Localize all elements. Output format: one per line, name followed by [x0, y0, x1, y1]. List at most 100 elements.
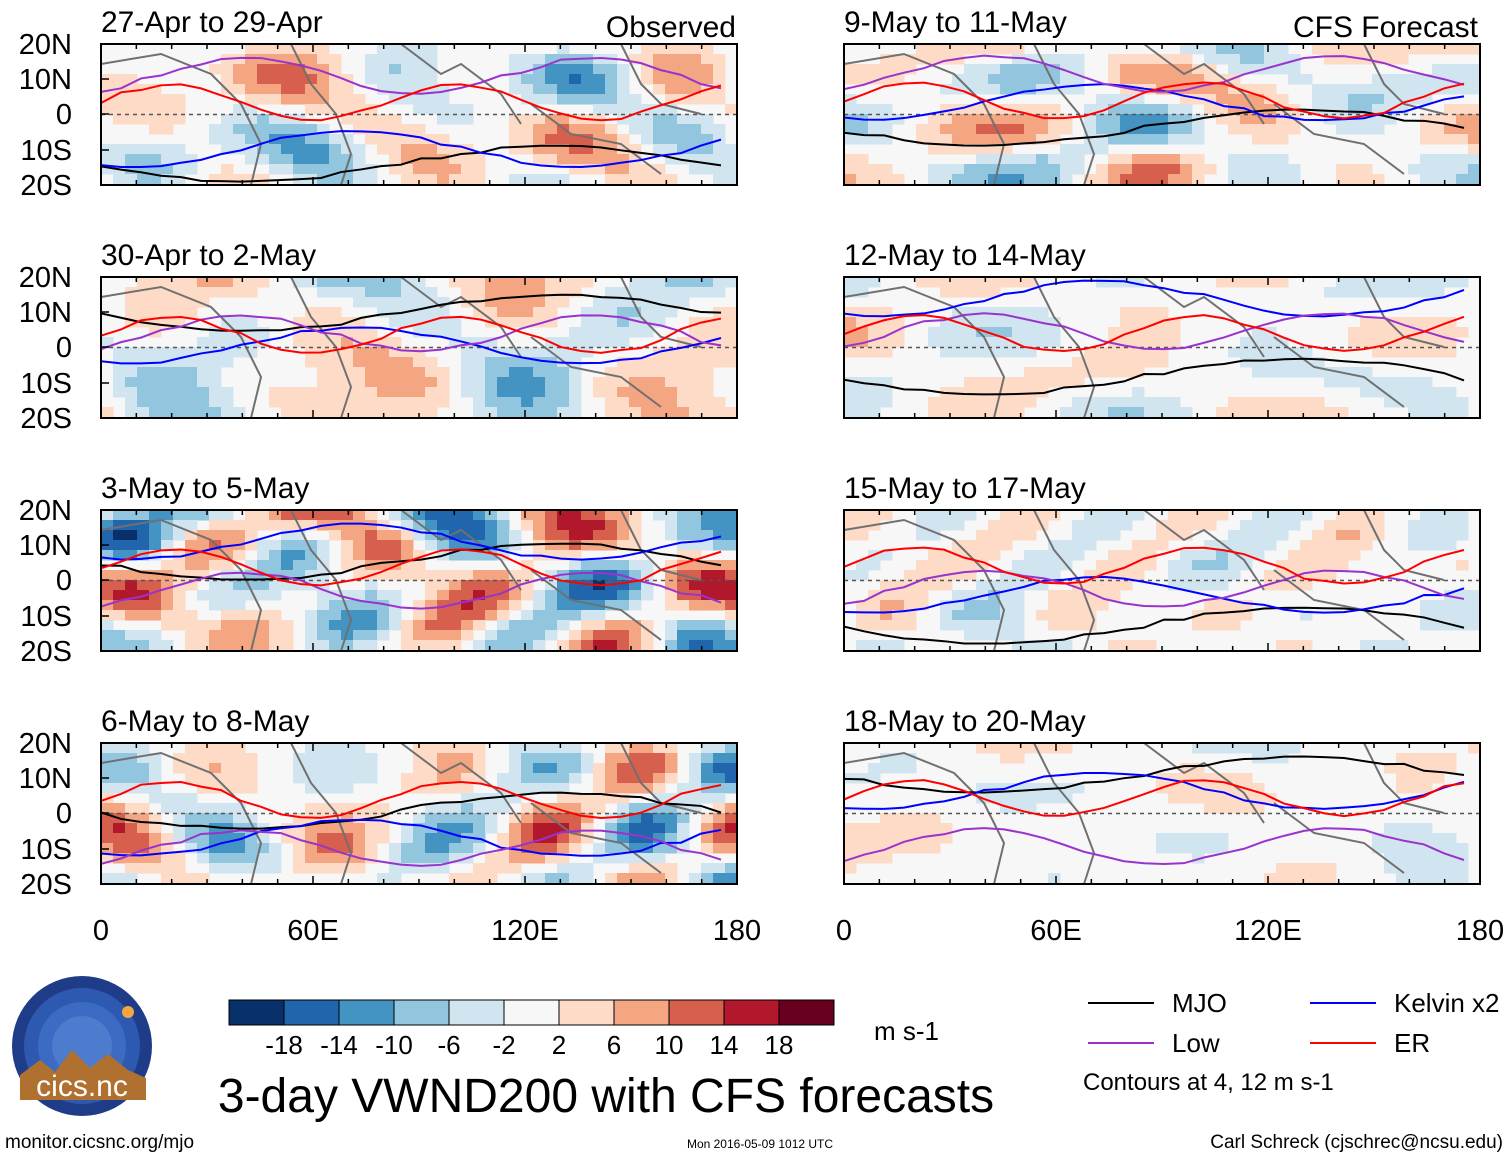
field-cell — [341, 630, 354, 641]
field-cell — [581, 134, 594, 145]
field-cell — [1432, 530, 1445, 541]
field-cell — [1060, 114, 1073, 125]
field-cell — [509, 317, 522, 328]
field-cell — [209, 277, 222, 288]
field-cell — [605, 773, 618, 784]
field-cell — [1468, 44, 1480, 55]
field-cell — [245, 540, 258, 551]
field-cell — [1444, 327, 1457, 338]
field-cell — [617, 823, 630, 834]
field-cell — [1444, 134, 1457, 145]
field-cell — [125, 387, 138, 398]
field-cell — [1000, 397, 1013, 408]
field-cell — [101, 803, 114, 814]
field-cell — [437, 154, 450, 165]
field-cell — [149, 84, 162, 95]
field-cell — [1396, 337, 1409, 348]
field-cell — [497, 620, 510, 631]
field-cell — [413, 64, 426, 75]
panel-period: 12-May to 14-May — [844, 239, 1086, 272]
field-cell — [1264, 164, 1277, 175]
field-cell — [665, 74, 678, 85]
field-cell — [1000, 317, 1013, 328]
field-cell — [1312, 94, 1325, 105]
field-cell — [1372, 287, 1385, 298]
field-cell — [713, 570, 726, 581]
field-cell — [473, 580, 486, 591]
field-cell — [1444, 154, 1457, 165]
field-cell — [425, 357, 438, 368]
field-cell — [1120, 317, 1133, 328]
field-cell — [581, 863, 594, 874]
x-tick-label: 120E — [491, 915, 559, 947]
field-cell — [856, 104, 869, 115]
er-contour — [101, 548, 722, 587]
field-cell — [1396, 823, 1409, 834]
field-cell — [605, 783, 618, 794]
field-cell — [341, 287, 354, 298]
field-cell — [868, 64, 881, 75]
field-cell — [1336, 560, 1349, 571]
field-cell — [509, 753, 522, 764]
mjo-contour — [101, 791, 722, 830]
field-cell — [880, 377, 893, 388]
field-cell — [125, 550, 138, 561]
field-cell — [329, 783, 342, 794]
field-cell — [197, 287, 210, 298]
field-cell — [209, 640, 222, 651]
field-cell — [113, 833, 126, 844]
field-cell — [1000, 144, 1013, 155]
field-cell — [497, 387, 510, 398]
field-cell — [689, 530, 702, 541]
field-cell — [617, 873, 630, 884]
field-cell — [173, 813, 186, 824]
field-cell — [353, 530, 366, 541]
field-cell — [461, 630, 474, 641]
field-cell — [269, 520, 282, 531]
field-cell — [940, 397, 953, 408]
field-cell — [629, 753, 642, 764]
field-cell — [856, 287, 869, 298]
field-cell — [533, 397, 546, 408]
field-cell — [1420, 174, 1433, 185]
field-cell — [629, 783, 642, 794]
field-cell — [317, 783, 330, 794]
field-cell — [1120, 397, 1133, 408]
field-cell — [557, 580, 570, 591]
field-cell — [341, 144, 354, 155]
field-cell — [677, 600, 690, 611]
field-cell — [1288, 510, 1301, 521]
field-cell — [341, 347, 354, 358]
field-cell — [137, 154, 150, 165]
field-cell — [101, 823, 114, 834]
field-cell — [257, 640, 270, 651]
field-cell — [533, 753, 546, 764]
field-cell — [1432, 863, 1445, 874]
field-cell — [533, 640, 546, 651]
field-cell — [209, 134, 222, 145]
field-cell — [425, 287, 438, 298]
field-cell — [1456, 620, 1469, 631]
field-cell — [904, 753, 917, 764]
panel-period: 30-Apr to 2-May — [101, 239, 316, 272]
field-cell — [988, 44, 1001, 55]
field-cell — [976, 580, 989, 591]
field-cell — [413, 610, 426, 621]
field-cell — [425, 134, 438, 145]
field-cell — [1000, 327, 1013, 338]
field-cell — [868, 510, 881, 521]
field-cell — [1180, 510, 1193, 521]
field-cell — [1024, 803, 1037, 814]
field-cell — [305, 357, 318, 368]
field-cell — [1120, 164, 1133, 175]
field-cell — [341, 843, 354, 854]
field-cell — [689, 783, 702, 794]
field-cell — [844, 833, 857, 844]
coastline — [400, 277, 522, 358]
field-cell — [389, 144, 402, 155]
field-cell — [413, 94, 426, 105]
field-cell — [928, 510, 941, 521]
field-cell — [725, 783, 737, 794]
field-cell — [653, 134, 666, 145]
